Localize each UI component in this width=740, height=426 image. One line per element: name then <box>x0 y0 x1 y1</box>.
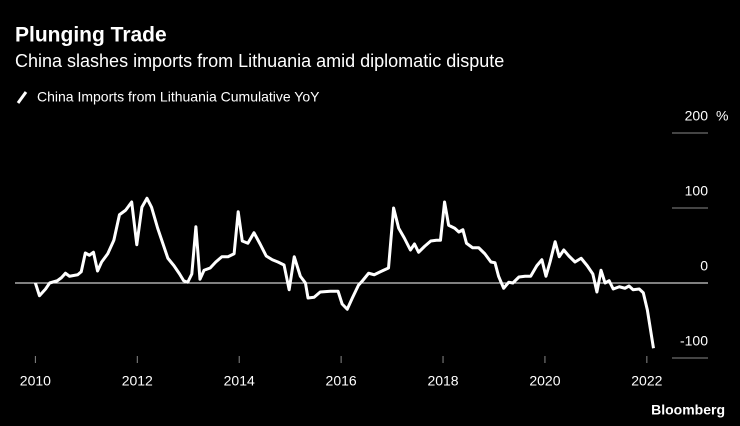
series-line <box>33 196 655 349</box>
y-tick-label: -100 <box>680 333 708 349</box>
x-tick-label: 2020 <box>529 373 560 389</box>
chart-subtitle: China slashes imports from Lithuania ami… <box>15 51 504 71</box>
x-tick-label: 2012 <box>122 373 153 389</box>
legend-label: China Imports from Lithuania Cumulative … <box>37 89 320 105</box>
legend-swatch <box>16 91 28 104</box>
source: Bloomberg <box>651 402 725 418</box>
y-unit: % <box>716 108 728 124</box>
chart-title: Plunging Trade <box>15 24 167 47</box>
y-tick-label: 100 <box>685 183 709 199</box>
x-tick-label: 2018 <box>427 373 458 389</box>
x-tick-label: 2022 <box>631 373 662 389</box>
x-tick-label: 2014 <box>224 373 255 389</box>
x-tick-label: 2010 <box>20 373 51 389</box>
x-tick-label: 2016 <box>326 373 357 389</box>
y-tick-label: 0 <box>700 258 708 274</box>
y-tick-label: 200 <box>685 108 709 124</box>
